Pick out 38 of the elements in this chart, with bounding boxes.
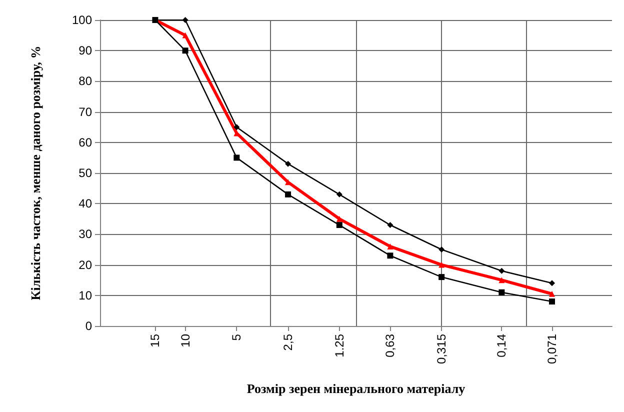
y-tick-label: 40 — [78, 196, 92, 211]
point — [336, 216, 342, 222]
y-axis-title: Кількість часток, менше даного розміру, % — [28, 46, 43, 300]
point — [182, 48, 188, 54]
x-tick-label: 10 — [178, 334, 192, 348]
point — [387, 222, 394, 228]
y-tick-label: 100 — [72, 13, 92, 27]
x-tick-label: 0,315 — [434, 334, 449, 364]
y-tick-label: 60 — [78, 135, 92, 150]
x-tick-label: 15 — [148, 334, 162, 348]
point — [438, 246, 445, 252]
point — [438, 274, 445, 280]
point — [182, 17, 188, 23]
point — [336, 222, 342, 228]
y-tick-label: 90 — [78, 44, 92, 58]
y-tick-label: 80 — [78, 74, 92, 88]
point — [234, 154, 240, 161]
point — [285, 191, 292, 198]
y-tick-label: 0 — [85, 319, 92, 333]
point — [234, 124, 240, 130]
x-tick-label: 2,5 — [281, 334, 296, 351]
y-tick-label: 10 — [78, 288, 92, 302]
x-axis-title: Розмір зерен мінерального матеріалу — [246, 381, 466, 396]
y-tick-label: 30 — [78, 227, 92, 242]
point — [336, 191, 342, 198]
point — [285, 160, 292, 167]
y-tick-label: 50 — [78, 166, 92, 180]
point — [182, 32, 188, 38]
x-tick-label: 0,63 — [383, 334, 398, 358]
point — [387, 252, 394, 259]
point — [438, 262, 445, 268]
x-tick-label: 0,071 — [545, 334, 559, 364]
x-tick-label: 0,14 — [494, 334, 509, 358]
point — [387, 243, 394, 250]
x-tick-label: 1.25 — [332, 334, 346, 358]
y-tick-label: 70 — [78, 104, 92, 119]
x-tick-label: 5 — [230, 334, 244, 341]
y-tick-label: 20 — [78, 258, 92, 272]
